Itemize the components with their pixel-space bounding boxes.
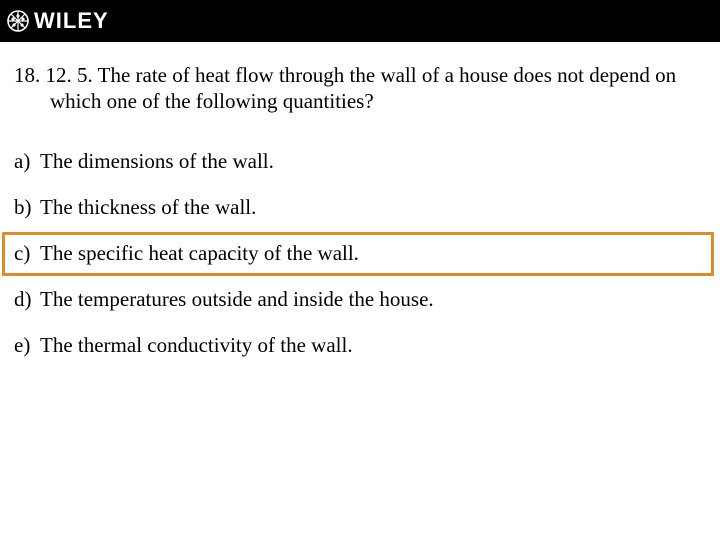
- options-list: a)The dimensions of the wall.b)The thick…: [14, 139, 706, 369]
- option-text: The temperatures outside and inside the …: [40, 287, 706, 312]
- option-row: b)The thickness of the wall.: [14, 185, 706, 231]
- option-letter: a): [14, 149, 40, 174]
- option-row: d)The temperatures outside and inside th…: [14, 277, 706, 323]
- option-row: a)The dimensions of the wall.: [14, 139, 706, 185]
- option-letter: e): [14, 333, 40, 358]
- option-letter: d): [14, 287, 40, 312]
- option-text: The dimensions of the wall.: [40, 149, 706, 174]
- brand-logo: WILEY: [6, 8, 109, 34]
- option-row: c)The specific heat capacity of the wall…: [14, 231, 706, 277]
- slide-content: 18. 12. 5. The rate of heat flow through…: [0, 42, 720, 369]
- option-letter: b): [14, 195, 40, 220]
- wiley-logo-icon: [6, 9, 30, 33]
- brand-header: WILEY: [0, 0, 720, 42]
- option-text: The thermal conductivity of the wall.: [40, 333, 706, 358]
- question-text: The rate of heat flow through the wall o…: [50, 63, 676, 113]
- brand-name: WILEY: [34, 8, 109, 34]
- option-row: e)The thermal conductivity of the wall.: [14, 323, 706, 369]
- option-text: The specific heat capacity of the wall.: [40, 241, 706, 266]
- question-number: 18. 12. 5.: [14, 63, 93, 87]
- question-block: 18. 12. 5. The rate of heat flow through…: [14, 62, 706, 115]
- option-letter: c): [14, 241, 40, 266]
- option-text: The thickness of the wall.: [40, 195, 706, 220]
